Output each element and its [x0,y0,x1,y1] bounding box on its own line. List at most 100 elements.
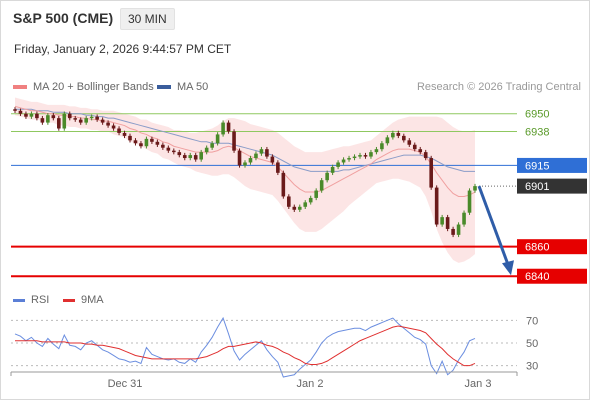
legend-rsi-label: RSI [31,294,50,306]
candle-body [358,155,362,157]
level-label-6938: 6938 [525,126,549,138]
candle-body [407,140,412,145]
candle-body [418,149,423,153]
candle-body [374,149,379,153]
candle-body [402,135,406,141]
candles [13,107,477,238]
candle-body [423,152,428,159]
timeframe-button[interactable]: 30 MIN [120,8,175,30]
candle-body [18,110,23,114]
candle-body [133,140,138,144]
level-tag-6860 [517,239,587,255]
candle-body [237,150,242,166]
timestamp: Friday, January 2, 2026 9:44:57 PM CET [14,42,232,56]
candle-body [467,190,472,213]
candle-body [122,132,127,136]
candle-body [341,159,346,163]
candle-body [62,113,67,129]
candle-body [150,138,154,142]
legend-ma20: MA 20 + Bollinger Bands [13,81,154,93]
candle-body [440,217,444,225]
rsi-tick-label: 70 [526,315,538,327]
candle-body [380,143,384,150]
x-tick-label: Dec 31 [108,378,143,390]
candle-body [352,156,357,159]
candle-body [456,224,461,235]
candle-body [51,115,56,119]
candle-body [303,202,308,207]
header: S&P 500 (CME) 30 MIN [1,7,589,31]
candle-body [325,172,329,181]
rsi-line [14,316,476,378]
candle-body [128,135,132,141]
candle-body [292,206,297,210]
candle-body [106,122,110,126]
candle-body [462,212,466,225]
level-tag-6901 [517,178,587,194]
candle-body [204,147,209,153]
candle-body [139,143,143,147]
forecast-arrow-head [502,260,514,276]
candle-body [210,143,214,148]
candle-body [429,158,433,188]
candle-body [259,149,264,154]
candle-body [78,119,83,123]
candle-body [40,118,45,123]
candle-body [35,113,39,119]
candle-body [243,162,247,166]
instrument-title: S&P 500 (CME) [13,10,114,26]
candle-body [297,206,302,210]
candle-body [385,137,390,144]
candle-body [445,217,450,229]
candle-body [144,138,149,147]
candle-body [265,149,269,157]
rsi-swatch [13,298,25,302]
legend-ma50-label: MA 50 [177,81,209,93]
candle-body [451,228,455,235]
candle-body [473,186,477,191]
candle-body [434,187,439,225]
candle-body [391,132,395,138]
candle-body [117,128,121,133]
candle-body [29,113,34,117]
candle-body [182,155,187,159]
candle-body [166,147,171,151]
candle-body [336,162,340,167]
candle-body [177,152,182,156]
level-label-6950: 6950 [525,109,549,121]
candle-body [67,113,72,119]
ma20-swatch [13,85,27,90]
candle-body [369,152,373,157]
candle-body [155,141,160,145]
legend-ma20-label: MA 20 + Bollinger Bands [33,81,154,93]
rsi-9ma-line [15,325,476,367]
level-label-6915: 6915 [525,160,549,172]
legend-9ma-label: 9MA [81,294,104,306]
candle-body [254,153,258,159]
x-tick-label: Jan 3 [465,378,492,390]
candle-body [89,116,94,119]
forecast-arrow-shaft [477,185,511,268]
candle-body [412,144,417,150]
legend-ma50: MA 50 [157,81,208,93]
level-tag-6915 [517,157,587,173]
candle-body [161,144,165,148]
candle-body [73,118,78,120]
candle-body [270,156,275,163]
level-label-6840: 6840 [525,271,549,283]
candle-body [287,196,291,207]
bollinger-band [15,97,475,263]
level-tag-6840 [517,268,587,284]
candle-body [347,158,351,160]
candle-body [226,122,231,132]
candle-body [111,125,116,129]
candle-body [215,134,220,144]
candle-body [221,122,225,135]
credit-text: Research © 2026 Trading Central [416,81,581,93]
candle-body [308,197,313,203]
rsi-tick-label: 50 [526,338,538,350]
candle-body [193,155,198,160]
legend-rsi: RSI [13,294,49,306]
candle-body [232,131,236,151]
